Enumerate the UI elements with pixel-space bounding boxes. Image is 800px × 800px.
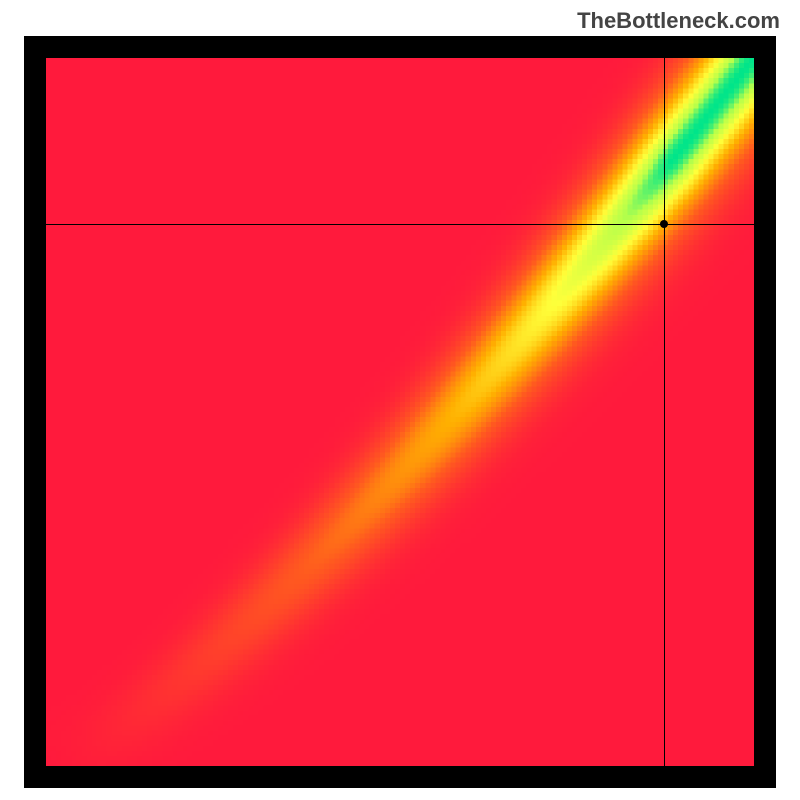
crosshair-horizontal (46, 224, 754, 225)
watermark-text: TheBottleneck.com (577, 8, 780, 34)
crosshair-point (660, 220, 668, 228)
chart-container: TheBottleneck.com (0, 0, 800, 800)
crosshair-vertical (664, 58, 665, 766)
bottleneck-heatmap (46, 58, 754, 766)
